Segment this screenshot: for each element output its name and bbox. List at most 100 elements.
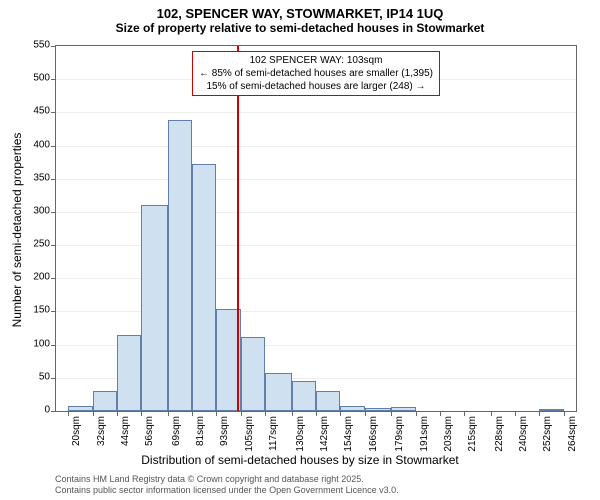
annotation-line1: 102 SPENCER WAY: 103sqm: [199, 54, 433, 67]
annotation-line3: 15% of semi-detached houses are larger (…: [199, 80, 433, 93]
histogram-bar: [117, 335, 141, 411]
y-tick-label: 550: [10, 40, 50, 51]
gridline: [56, 245, 576, 246]
x-tick: [93, 411, 94, 416]
x-tick: [316, 411, 317, 416]
attribution: Contains HM Land Registry data © Crown c…: [55, 474, 399, 497]
x-tick-label: 228sqm: [494, 416, 505, 452]
gridline: [56, 212, 576, 213]
x-tick: [539, 411, 540, 416]
y-tick: [51, 212, 56, 213]
histogram-bar: [192, 164, 216, 411]
x-tick-label: 240sqm: [518, 416, 529, 452]
annotation-box: 102 SPENCER WAY: 103sqm ← 85% of semi-de…: [192, 51, 440, 96]
x-tick-label: 93sqm: [219, 416, 230, 446]
x-tick: [117, 411, 118, 416]
y-tick-label: 200: [10, 272, 50, 283]
y-tick: [51, 311, 56, 312]
y-tick: [51, 278, 56, 279]
plot-area: 102 SPENCER WAY: 103sqm ← 85% of semi-de…: [55, 45, 577, 412]
x-tick-label: 56sqm: [144, 416, 155, 446]
gridline: [56, 311, 576, 312]
x-tick: [192, 411, 193, 416]
property-marker-line: [237, 46, 239, 411]
x-tick-label: 142sqm: [319, 416, 330, 452]
y-tick-label: 50: [10, 371, 50, 382]
y-tick-label: 350: [10, 172, 50, 183]
x-tick-label: 166sqm: [368, 416, 379, 452]
chart-title-sub: Size of property relative to semi-detach…: [0, 21, 600, 35]
x-tick-label: 81sqm: [195, 416, 206, 446]
gridline: [56, 278, 576, 279]
histogram-bar: [292, 381, 316, 411]
y-tick-label: 500: [10, 73, 50, 84]
x-tick: [68, 411, 69, 416]
x-tick: [340, 411, 341, 416]
histogram-bar: [391, 407, 415, 411]
y-tick: [51, 179, 56, 180]
x-tick: [564, 411, 565, 416]
histogram-bar: [68, 406, 92, 411]
gridline: [56, 179, 576, 180]
y-tick: [51, 112, 56, 113]
x-tick: [515, 411, 516, 416]
y-tick-label: 300: [10, 205, 50, 216]
histogram-bar: [141, 205, 167, 411]
chart-container: 102, SPENCER WAY, STOWMARKET, IP14 1UQ S…: [0, 0, 600, 500]
histogram-bar: [340, 406, 364, 411]
y-tick: [51, 146, 56, 147]
gridline: [56, 112, 576, 113]
x-tick: [464, 411, 465, 416]
x-tick: [141, 411, 142, 416]
x-tick: [265, 411, 266, 416]
histogram-bar: [241, 337, 265, 411]
histogram-bar: [93, 391, 117, 411]
y-tick: [51, 46, 56, 47]
x-tick: [216, 411, 217, 416]
x-tick-label: 154sqm: [343, 416, 354, 452]
x-tick-label: 69sqm: [171, 416, 182, 446]
x-tick-label: 117sqm: [268, 416, 279, 451]
x-tick-label: 215sqm: [467, 416, 478, 452]
x-tick: [365, 411, 366, 416]
histogram-bar: [539, 409, 563, 411]
attribution-line2: Contains public sector information licen…: [55, 485, 399, 497]
x-tick: [168, 411, 169, 416]
x-tick: [292, 411, 293, 416]
y-tick-label: 150: [10, 305, 50, 316]
x-tick-label: 44sqm: [120, 416, 131, 446]
y-tick: [51, 79, 56, 80]
y-tick: [51, 411, 56, 412]
histogram-bar: [365, 408, 391, 411]
x-tick-label: 264sqm: [567, 416, 578, 452]
x-tick-label: 105sqm: [244, 416, 255, 452]
y-tick-label: 0: [10, 405, 50, 416]
chart-title-main: 102, SPENCER WAY, STOWMARKET, IP14 1UQ: [0, 0, 600, 21]
x-tick: [440, 411, 441, 416]
y-tick: [51, 378, 56, 379]
y-tick-label: 450: [10, 106, 50, 117]
x-tick-label: 32sqm: [96, 416, 107, 446]
y-axis-title: Number of semi-detached properties: [10, 133, 24, 328]
x-tick-label: 20sqm: [71, 416, 82, 446]
attribution-line1: Contains HM Land Registry data © Crown c…: [55, 474, 399, 486]
y-tick: [51, 245, 56, 246]
x-axis-title: Distribution of semi-detached houses by …: [0, 453, 600, 467]
x-tick-label: 130sqm: [295, 416, 306, 452]
x-tick-label: 252sqm: [542, 416, 553, 452]
x-tick-label: 179sqm: [394, 416, 405, 452]
histogram-bar: [316, 391, 340, 411]
histogram-bar: [265, 373, 291, 411]
y-tick-label: 400: [10, 139, 50, 150]
y-tick: [51, 345, 56, 346]
annotation-line2: ← 85% of semi-detached houses are smalle…: [199, 67, 433, 80]
x-tick-label: 191sqm: [419, 416, 430, 452]
x-tick: [491, 411, 492, 416]
y-tick-label: 100: [10, 338, 50, 349]
gridline: [56, 146, 576, 147]
x-tick: [416, 411, 417, 416]
x-tick: [241, 411, 242, 416]
y-tick-label: 250: [10, 239, 50, 250]
x-tick-label: 203sqm: [443, 416, 454, 452]
histogram-bar: [168, 120, 192, 411]
